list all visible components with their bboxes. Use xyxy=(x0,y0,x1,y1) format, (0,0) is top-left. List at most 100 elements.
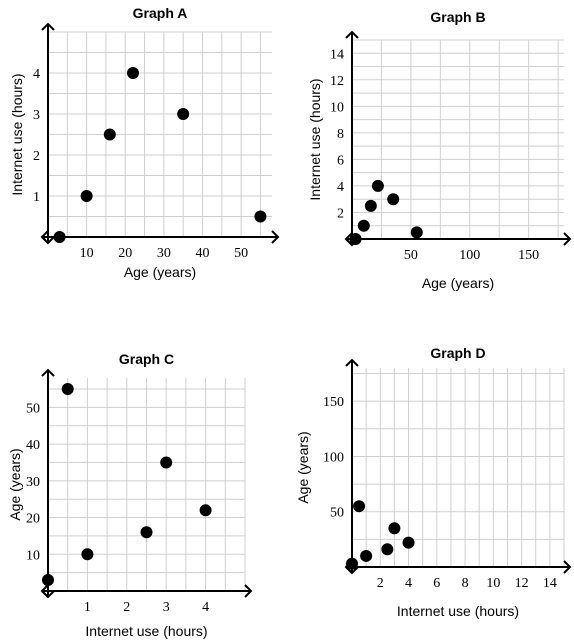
x-tick-label: 14 xyxy=(543,576,557,591)
data-point xyxy=(61,383,74,396)
chart-title: Graph D xyxy=(430,345,485,361)
chart-title: Graph C xyxy=(119,351,174,367)
x-tick-label: 3 xyxy=(163,600,170,615)
y-tick-label: 4 xyxy=(33,67,40,82)
x-tick-label: 2 xyxy=(123,600,130,615)
y-axis-label: Age (years) xyxy=(7,448,23,520)
axes xyxy=(40,22,280,245)
x-tick-label: 4 xyxy=(405,576,412,591)
y-axis-arrow-down-icon xyxy=(41,590,55,599)
data-point xyxy=(357,219,370,232)
x-tick-label: 50 xyxy=(404,248,418,263)
y-tick-label: 2 xyxy=(33,149,40,164)
x-tick-label: 1 xyxy=(84,600,91,615)
axes xyxy=(344,358,572,575)
graph-c-panel: 1 2 3 4 10 20 30 40 50 Graph C Internet use (hours… xyxy=(0,340,290,640)
x-axis-label: Internet use (hours) xyxy=(397,603,519,619)
x-tick-label: 150 xyxy=(518,248,539,263)
x-tick-label: 30 xyxy=(157,246,171,261)
data-point xyxy=(381,543,394,556)
x-tick-label: 10 xyxy=(486,576,500,591)
y-axis-arrow-down-icon xyxy=(41,236,55,245)
y-axis-arrow-up-icon xyxy=(345,358,359,367)
y-axis-label: Age (years) xyxy=(295,431,311,503)
data-point xyxy=(402,536,415,549)
y-axis-arrow-up-icon xyxy=(345,30,359,39)
y-tick-label: 12 xyxy=(330,74,344,89)
data-point xyxy=(388,522,401,535)
x-tick-label: 12 xyxy=(515,576,529,591)
data-point xyxy=(410,226,423,239)
y-axis-arrow-down-icon xyxy=(345,566,359,575)
y-axis-label: Internet use (hours) xyxy=(307,78,323,200)
grid xyxy=(352,368,565,567)
data-point xyxy=(81,548,94,561)
data-point xyxy=(140,526,153,539)
y-tick-label: 10 xyxy=(330,100,344,115)
x-tick-label: 10 xyxy=(80,246,94,261)
x-tick-label: 50 xyxy=(234,246,248,261)
y-tick-label: 3 xyxy=(33,108,40,123)
x-axis-label: Age (years) xyxy=(124,264,196,280)
data-point xyxy=(177,108,190,120)
data-point xyxy=(160,456,173,469)
y-tick-label: 4 xyxy=(337,180,344,195)
y-axis-label: Internet use (hours) xyxy=(9,73,25,195)
y-tick-label: 14 xyxy=(330,47,344,62)
graph-c-chart: 1 2 3 4 10 20 30 40 50 Graph C Internet use (hours… xyxy=(7,351,253,639)
y-tick-label: 40 xyxy=(26,438,40,453)
y-axis-arrow-up-icon xyxy=(41,368,55,377)
y-tick-label: 20 xyxy=(26,512,40,527)
graph-b-panel: 50 100 150 2 4 6 8 10 12 14 Graph B Age (years) Inte… xyxy=(290,0,574,300)
x-tick-label: 40 xyxy=(195,246,209,261)
x-axis-label: Internet use (hours) xyxy=(85,623,207,639)
y-tick-label: 50 xyxy=(330,506,344,521)
y-tick-label: 1 xyxy=(33,190,40,205)
y-axis-arrow-up-icon xyxy=(41,22,55,31)
data-point xyxy=(53,231,66,243)
graph-a-chart: 10 20 30 40 50 1 2 3 4 Graph A Age (years) Internet… xyxy=(9,5,280,280)
data-point xyxy=(126,67,139,79)
x-axis-arrow-right-icon xyxy=(563,560,572,574)
data-point xyxy=(42,573,54,586)
y-tick-label: 2 xyxy=(337,206,344,221)
graph-b-chart: 50 100 150 2 4 6 8 10 12 14 Graph B Age (years) Inte… xyxy=(307,9,572,291)
y-tick-label: 30 xyxy=(26,475,40,490)
data-point xyxy=(346,557,358,570)
axes xyxy=(344,30,572,247)
x-tick-label: 4 xyxy=(202,600,209,615)
graph-d-chart: 2 4 6 8 10 12 14 50 100 150 Graph D Internet use (h… xyxy=(295,345,572,619)
x-tick-label: 2 xyxy=(377,576,384,591)
x-tick-label: 100 xyxy=(459,248,480,263)
x-tick-label: 20 xyxy=(118,246,132,261)
data-point xyxy=(387,193,400,206)
x-axis-arrow-right-icon xyxy=(271,230,280,244)
x-axis-arrow-right-icon xyxy=(244,584,253,598)
chart-title: Graph A xyxy=(133,5,188,21)
graph-a-panel: 10 20 30 40 50 1 2 3 4 Graph A Age (years) Internet… xyxy=(0,0,290,300)
data-point xyxy=(199,504,212,517)
y-tick-label: 10 xyxy=(26,548,40,563)
y-tick-label: 6 xyxy=(337,153,344,168)
axes xyxy=(40,368,253,599)
x-axis-arrow-right-icon xyxy=(563,232,572,246)
data-point xyxy=(103,128,116,141)
data-point xyxy=(371,179,384,192)
x-tick-label: 8 xyxy=(462,576,469,591)
data-point xyxy=(364,199,377,212)
data-point xyxy=(80,190,93,202)
data-point xyxy=(360,549,373,562)
grid xyxy=(48,31,272,237)
grid xyxy=(48,378,246,591)
grid xyxy=(352,39,564,239)
graph-d-panel: 2 4 6 8 10 12 14 50 100 150 Graph D Internet use (h… xyxy=(290,340,574,640)
y-tick-label: 8 xyxy=(337,127,344,142)
y-tick-label: 150 xyxy=(323,395,344,410)
x-tick-label: 6 xyxy=(433,576,440,591)
x-axis-label: Age (years) xyxy=(422,275,494,291)
data-point xyxy=(349,233,362,245)
chart-title: Graph B xyxy=(430,9,485,25)
y-tick-label: 100 xyxy=(323,450,344,465)
y-tick-label: 50 xyxy=(26,401,40,416)
data-point xyxy=(353,500,366,513)
